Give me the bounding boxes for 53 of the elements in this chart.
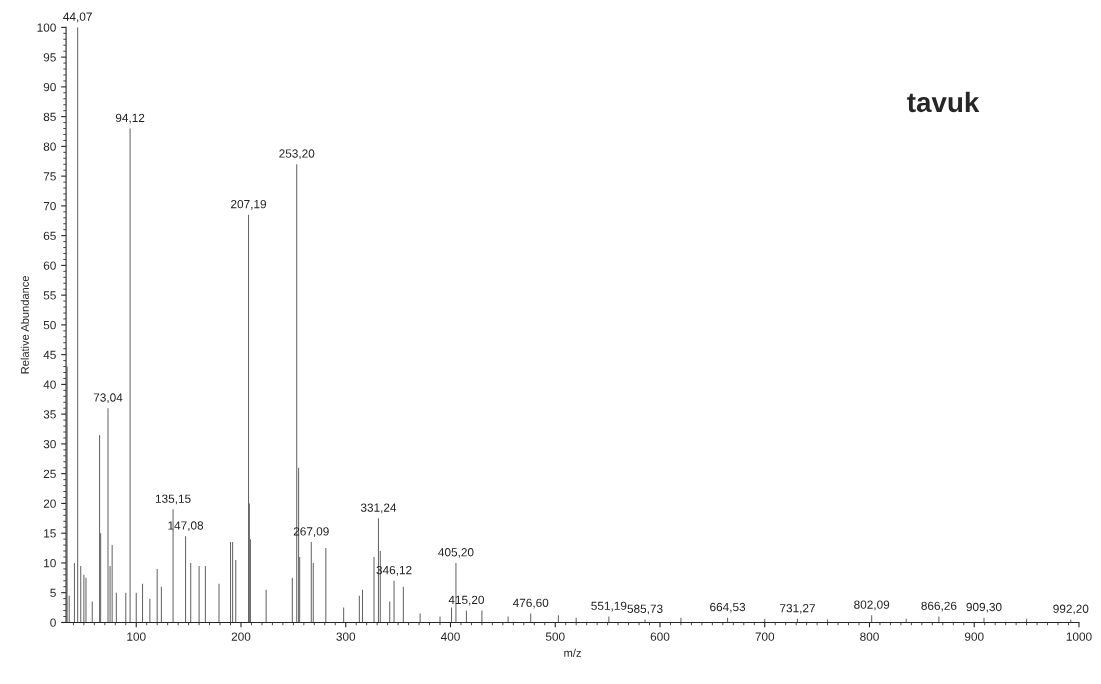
y-tick-label: 100 [37, 23, 56, 32]
x-tick-label: 900 [964, 632, 984, 641]
y-tick-label: 60 [43, 261, 56, 270]
y-tick-label: 25 [43, 469, 56, 479]
y-tick-label: 5 [50, 588, 56, 598]
y-tick-label: 75 [43, 172, 56, 181]
annotation: 207,19 [231, 199, 267, 210]
y-tick-label: 45 [43, 350, 56, 360]
x-tick-label: 200 [231, 632, 251, 641]
y-tick-label: 40 [43, 380, 56, 389]
y-axis-title: Relative Abundance [20, 275, 29, 374]
y-tick-label: 0 [50, 618, 56, 627]
y-tick-label: 20 [43, 499, 56, 508]
annotation: 992,20 [1053, 604, 1089, 615]
annotation: 405,20 [438, 548, 474, 558]
y-tick-label: 65 [43, 231, 56, 241]
annotation: 866,26 [921, 601, 957, 612]
y-tick-label: 70 [43, 201, 56, 211]
x-tick-label: 1000 [1066, 632, 1092, 641]
y-tick-label: 15 [44, 529, 56, 538]
annotation: 802,09 [854, 600, 890, 611]
annotation: 331,24 [360, 503, 397, 514]
text: tavuk [907, 91, 980, 113]
annotation: 585,73 [627, 604, 663, 615]
x-axis-title: m/z [564, 648, 581, 657]
y-tick-label: 35 [43, 410, 56, 419]
x-tick-label: 800 [860, 632, 879, 641]
x-tick-label: 400 [440, 632, 460, 641]
annotation: 476,60 [512, 598, 549, 609]
y-tick-label: 55 [43, 291, 56, 300]
x-tick-label: 100 [127, 632, 146, 641]
annotation: 909,30 [966, 602, 1002, 613]
annotation: 664,53 [710, 602, 746, 613]
annotation: 147,08 [168, 521, 204, 532]
y-tick-label: 95 [43, 53, 56, 62]
annotation: 551,19 [591, 601, 627, 612]
annotation: 731,27 [780, 604, 815, 614]
x-tick-label: 600 [650, 632, 670, 641]
annotation: 94,12 [115, 113, 145, 124]
y-tick-label: 90 [43, 82, 56, 92]
y-tick-label: 30 [43, 439, 56, 449]
y-tick-label: 50 [43, 320, 56, 330]
x-tick-label: 300 [336, 632, 356, 641]
x-tick-label: 500 [545, 632, 565, 641]
y-tick-label: 85 [43, 112, 56, 122]
annotation: 253,20 [279, 149, 315, 160]
annotation: 135,15 [155, 494, 191, 505]
annotation: 44,07 [63, 12, 92, 23]
x-tick-label: 700 [755, 632, 775, 641]
annotation: 73,04 [93, 393, 123, 404]
annotation: 415,20 [448, 595, 484, 606]
y-tick-label: 80 [43, 142, 56, 151]
y-tick-label: 10 [44, 558, 56, 568]
